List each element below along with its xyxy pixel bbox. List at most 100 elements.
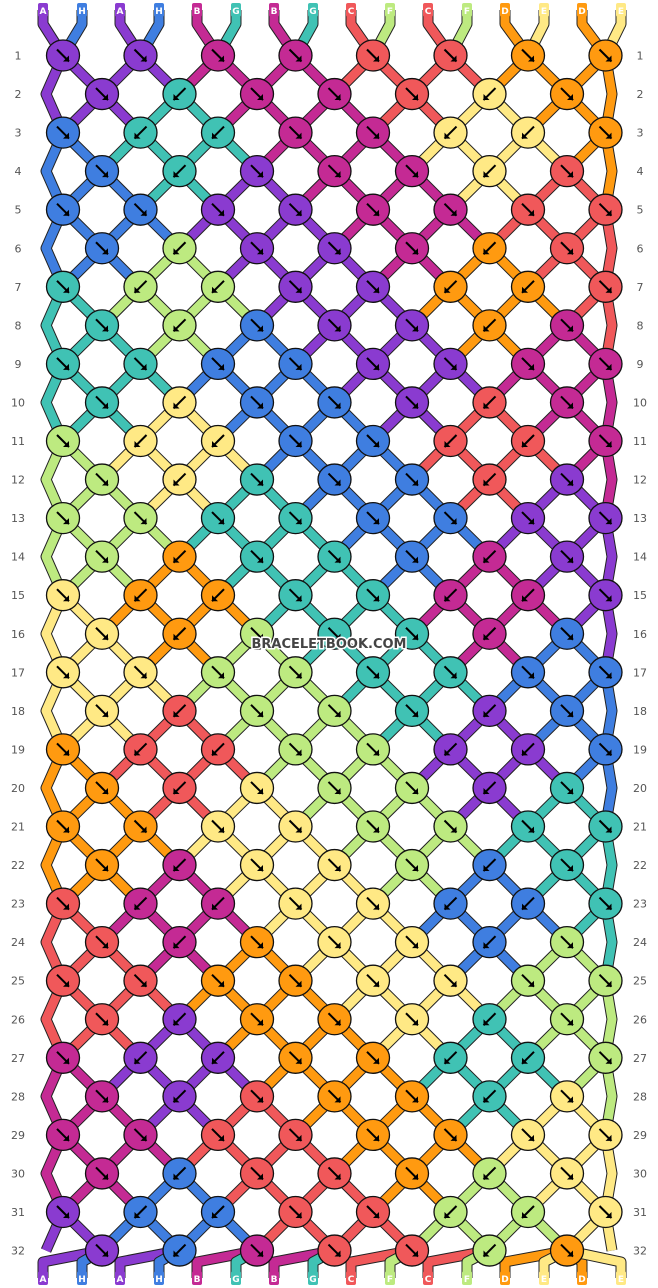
arrow-head-icon — [528, 209, 534, 216]
row-number-right: 21 — [633, 821, 647, 834]
arrow-head-icon — [257, 94, 263, 101]
knot — [472, 1080, 507, 1113]
row-number-right: 6 — [637, 242, 644, 255]
knot — [588, 347, 623, 381]
knot — [162, 926, 197, 959]
arrow-head-icon — [522, 903, 528, 910]
row-number-right: 18 — [633, 705, 647, 718]
arrow-head-icon — [63, 518, 69, 525]
arrow-head-icon — [605, 595, 612, 602]
knot — [84, 77, 120, 111]
knot — [510, 964, 546, 997]
arrow-head-icon — [218, 363, 224, 370]
arrow-head-icon — [295, 286, 302, 293]
knot — [394, 309, 430, 342]
knot — [162, 1234, 197, 1267]
arrow-head-icon — [212, 1057, 218, 1064]
arrow-head-icon — [102, 710, 108, 717]
arrow-head-icon — [295, 1057, 302, 1064]
arrow-head-icon — [334, 402, 341, 409]
arrow-head-icon — [257, 865, 263, 872]
knot — [84, 232, 120, 265]
arrow-head-icon — [334, 1019, 341, 1026]
arrow-head-icon — [522, 749, 528, 756]
knot — [588, 887, 623, 920]
arrow-head-icon — [334, 942, 341, 949]
arrow-head-icon — [257, 942, 263, 949]
arrow-head-icon — [102, 942, 108, 949]
arrow-head-icon — [373, 1212, 379, 1218]
arrow-head-icon — [134, 595, 141, 602]
row-number-right: 1 — [637, 50, 644, 63]
top-string-letter: E — [541, 7, 547, 17]
arrow-head-icon — [212, 749, 218, 756]
arrow-head-icon — [218, 1134, 224, 1141]
arrow-head-icon — [444, 1212, 451, 1218]
arrow-head-icon — [257, 1250, 263, 1257]
arrow-head-icon — [483, 1250, 490, 1257]
row-number-left: 10 — [11, 396, 25, 409]
arrow-head-icon — [257, 248, 263, 255]
knot — [162, 386, 197, 419]
arrow-head-icon — [522, 1212, 528, 1218]
knot — [588, 964, 623, 997]
knot — [84, 1234, 120, 1267]
arrow-head-icon — [257, 479, 263, 486]
arrow-head-icon — [567, 942, 573, 949]
row-number-left: 1 — [15, 50, 22, 63]
arrow-head-icon — [257, 402, 263, 409]
knot — [394, 1157, 430, 1190]
knot — [239, 386, 275, 419]
arrow-head-icon — [102, 1096, 108, 1103]
arrow-head-icon — [295, 1134, 302, 1141]
knot — [549, 463, 585, 496]
knot — [355, 1118, 391, 1152]
knot — [472, 540, 507, 573]
arrow-head-icon — [334, 171, 341, 178]
knot — [510, 424, 546, 458]
arrow-head-icon — [444, 441, 451, 447]
knot — [84, 1003, 120, 1036]
arrow-head-icon — [605, 441, 612, 447]
arrow-head-icon — [528, 1134, 534, 1141]
row-number-right: 26 — [633, 1013, 647, 1026]
knot — [588, 656, 623, 689]
row-number-right: 29 — [633, 1129, 647, 1142]
arrow-head-icon — [450, 980, 457, 987]
knot — [278, 193, 313, 226]
knot — [510, 887, 546, 920]
arrow-head-icon — [334, 325, 341, 332]
arrow-head-icon — [102, 171, 108, 178]
knot — [317, 1003, 352, 1036]
arrow-head-icon — [140, 980, 147, 987]
knot — [239, 926, 275, 959]
knot — [510, 1118, 546, 1152]
knot — [162, 1157, 197, 1190]
arrow-head-icon — [567, 248, 573, 255]
top-string-letter: G — [232, 7, 239, 17]
knot — [162, 617, 197, 650]
knot — [123, 501, 158, 535]
arrow-head-icon — [373, 672, 379, 679]
knot — [510, 116, 546, 149]
arrow-head-icon — [295, 441, 302, 447]
knot — [200, 347, 236, 381]
arrow-head-icon — [567, 479, 573, 486]
knot — [510, 1195, 546, 1229]
arrow-head-icon — [63, 749, 69, 756]
arrow-head-icon — [567, 171, 573, 178]
arrow-head-icon — [140, 1134, 147, 1141]
knot — [162, 309, 197, 342]
knot — [317, 154, 352, 188]
row-number-right: 16 — [633, 628, 647, 641]
knot — [123, 1195, 158, 1229]
arrow-head-icon — [63, 1134, 69, 1141]
row-number-right: 11 — [633, 435, 647, 448]
arrow-head-icon — [173, 633, 180, 640]
knot — [317, 309, 352, 342]
arrow-head-icon — [102, 787, 108, 794]
knot — [549, 848, 585, 882]
arrow-head-icon — [605, 749, 612, 756]
knot — [433, 887, 468, 920]
arrow-head-icon — [528, 672, 534, 679]
